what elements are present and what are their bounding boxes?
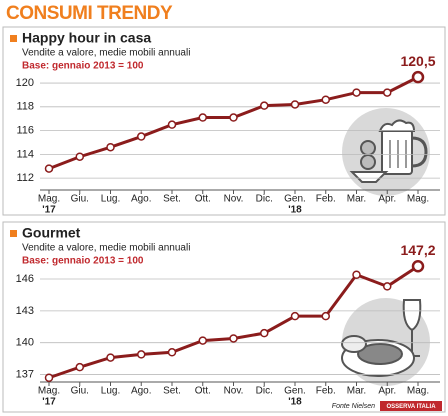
y-tick-label: 146 xyxy=(16,273,34,285)
value-label: 120,5 xyxy=(400,53,435,69)
panel-frame xyxy=(2,26,446,216)
source: Fonte Nielsen xyxy=(332,403,375,410)
data-point xyxy=(198,113,207,122)
x-tick-label: Ott. xyxy=(195,194,211,205)
y-tick-label: 114 xyxy=(16,148,34,160)
icon-drinks xyxy=(342,108,430,196)
x-tick-label: Giu. xyxy=(71,194,89,205)
chart-subtitle: Vendite a valore, medie mobili annuali xyxy=(22,243,190,254)
x-tick-label: Gen. xyxy=(284,194,306,205)
y-tick-label: 143 xyxy=(16,305,34,317)
data-point xyxy=(321,311,330,321)
x-tick-label: Dic. xyxy=(256,386,273,397)
data-point xyxy=(75,362,84,372)
y-tick-label: 118 xyxy=(16,101,34,113)
x-tick-label: Mar. xyxy=(347,386,366,397)
data-point xyxy=(198,336,207,345)
data-point xyxy=(44,164,54,173)
x-tick-label: Mar. xyxy=(347,194,366,205)
y-tick-label: 112 xyxy=(16,172,34,184)
x-tick-label: Set. xyxy=(163,386,181,397)
x-tick-label: Set. xyxy=(163,194,181,205)
x-tick-label: Mag. xyxy=(38,386,60,397)
icon-gourmet xyxy=(341,298,430,386)
x-tick-label: Ott. xyxy=(195,386,211,397)
title-marker xyxy=(10,230,17,237)
x-tick-label: Lug. xyxy=(101,194,120,205)
x-tick-label: Giu. xyxy=(71,386,89,397)
page-title: CONSUMI TRENDY xyxy=(6,3,173,24)
x-tick-label: Mag. xyxy=(407,386,429,397)
data-point xyxy=(411,70,425,84)
x-tick-label: Nov. xyxy=(224,386,244,397)
data-point xyxy=(260,101,269,110)
data-point xyxy=(44,373,54,383)
data-point xyxy=(321,95,330,104)
y-tick-label: 116 xyxy=(16,125,34,137)
data-point xyxy=(229,334,238,343)
data-point xyxy=(383,88,392,97)
data-point xyxy=(290,311,300,321)
logo: OSSERVA ITALIA xyxy=(386,404,436,410)
y-tick-label: 120 xyxy=(16,77,34,89)
x-tick-label: Feb. xyxy=(316,194,336,205)
data-point xyxy=(137,132,146,141)
x-tick-label: Apr. xyxy=(378,386,396,397)
chart-title: Gourmet xyxy=(22,225,81,241)
logo-box xyxy=(380,401,442,411)
data-point xyxy=(106,142,115,152)
panel-frame xyxy=(2,221,446,413)
y-tick-label: 137 xyxy=(16,368,34,380)
data-point xyxy=(75,152,84,161)
x-year-label: '18 xyxy=(288,397,302,408)
data-point xyxy=(167,120,177,129)
x-tick-label: Ago. xyxy=(131,386,152,397)
chart-note: Base: gennaio 2013 = 100 xyxy=(22,256,144,267)
x-year-label: '17 xyxy=(42,205,56,216)
value-label: 147,2 xyxy=(400,242,435,258)
chart-note: Base: gennaio 2013 = 100 xyxy=(22,61,144,72)
x-tick-label: Mag. xyxy=(38,194,60,205)
data-point xyxy=(290,100,300,109)
data-point xyxy=(106,353,115,362)
chart-subtitle: Vendite a valore, medie mobili annuali xyxy=(22,48,190,59)
x-year-label: '17 xyxy=(42,397,56,408)
data-point xyxy=(229,113,238,122)
data-point xyxy=(167,348,177,357)
title-marker xyxy=(10,35,17,42)
x-tick-label: Feb. xyxy=(316,386,336,397)
y-tick-label: 140 xyxy=(16,337,34,349)
data-point xyxy=(352,88,361,97)
x-tick-label: Lug. xyxy=(101,386,120,397)
x-tick-label: Dic. xyxy=(256,194,273,205)
x-tick-label: Ago. xyxy=(131,194,152,205)
data-point xyxy=(383,282,392,291)
x-year-label: '18 xyxy=(288,205,302,216)
data-point xyxy=(260,328,269,338)
data-point xyxy=(137,350,146,359)
x-tick-label: Apr. xyxy=(378,194,396,205)
x-tick-label: Mag. xyxy=(407,194,429,205)
chart-title: Happy hour in casa xyxy=(22,30,151,46)
x-tick-label: Nov. xyxy=(224,194,244,205)
data-point xyxy=(411,259,425,273)
data-point xyxy=(352,270,361,279)
x-tick-label: Gen. xyxy=(284,386,306,397)
